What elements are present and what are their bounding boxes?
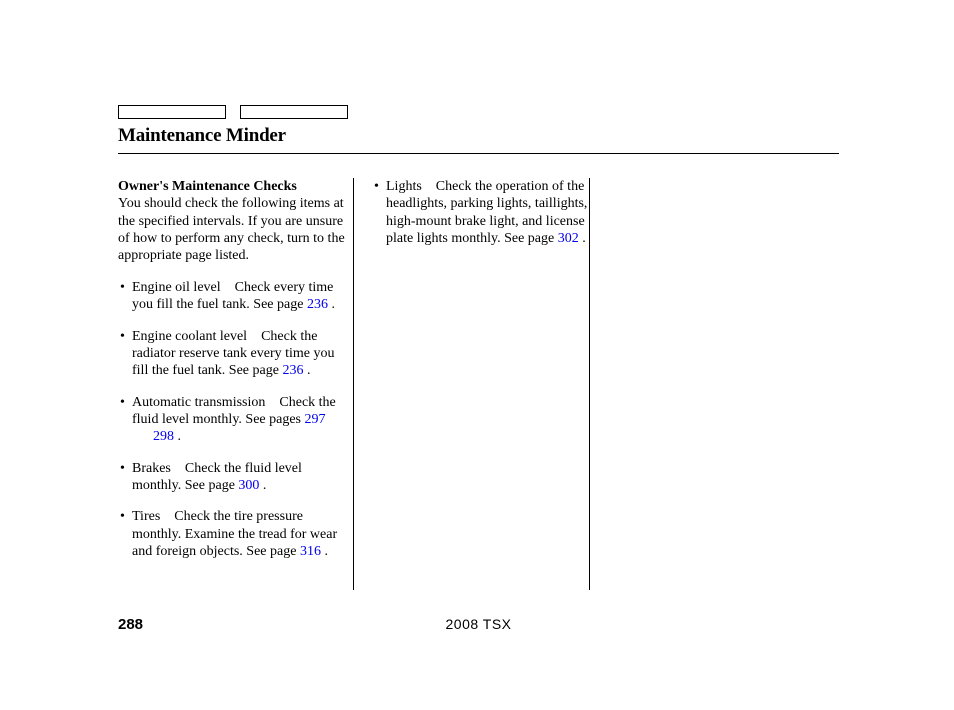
page-reference-link[interactable]: 236 <box>282 363 303 378</box>
link-joiner <box>132 429 153 444</box>
page-reference-link[interactable]: 302 <box>558 231 579 246</box>
column-1: Owner's Maintenance Checks You should ch… <box>118 178 354 590</box>
page-footer: 288 2008 TSX <box>118 616 839 633</box>
check-item: Brakes — Check the fluid level monthly. … <box>118 460 345 495</box>
check-item-desc-post: . <box>328 297 335 312</box>
check-item: Automatic transmission — Check the fluid… <box>118 394 345 446</box>
page-reference-link[interactable]: 236 <box>307 297 328 312</box>
check-item-label: Engine oil level <box>132 280 221 295</box>
intro-paragraph: Owner's Maintenance Checks You should ch… <box>118 178 345 265</box>
intro-body: You should check the following items at … <box>118 196 345 263</box>
checks-list-col1: Engine oil level — Check every time you … <box>118 279 345 561</box>
check-item-label: Tires <box>132 509 160 524</box>
intro-heading: Owner's Maintenance Checks <box>118 179 297 194</box>
check-item: Tires — Check the tire pressure monthly.… <box>118 508 345 560</box>
content-columns: Owner's Maintenance Checks You should ch… <box>118 178 839 590</box>
page-number: 288 <box>118 616 143 633</box>
check-item: Lights — Check the operation of the head… <box>372 178 589 247</box>
model-year: 2008 TSX <box>445 616 511 632</box>
header-box-1 <box>118 105 226 119</box>
section-title: Maintenance Minder <box>118 125 839 147</box>
check-item: Engine oil level — Check every time you … <box>118 279 345 314</box>
column-2: Lights — Check the operation of the head… <box>354 178 590 590</box>
check-item-desc-post: . <box>303 363 310 378</box>
page-reference-link[interactable]: 298 <box>153 429 174 444</box>
check-item-label: Lights <box>386 179 422 194</box>
page-reference-link[interactable]: 316 <box>300 544 321 559</box>
check-item-desc-post: . <box>259 478 266 493</box>
page-reference-link[interactable]: 297 <box>305 412 326 427</box>
check-item-desc-post: . <box>579 231 586 246</box>
page-reference-link[interactable]: 300 <box>238 478 259 493</box>
check-item-label: Automatic transmission <box>132 395 265 410</box>
checks-list-col2: Lights — Check the operation of the head… <box>372 178 589 247</box>
title-rule <box>118 153 839 154</box>
header-box-2 <box>240 105 348 119</box>
check-item-desc-post: . <box>174 429 181 444</box>
manual-page: Maintenance Minder Owner's Maintenance C… <box>0 0 954 710</box>
header-placeholder-boxes <box>118 105 839 119</box>
check-item-label: Engine coolant level <box>132 329 247 344</box>
check-item: Engine coolant level — Check the radiato… <box>118 328 345 380</box>
check-item-desc-post: . <box>321 544 328 559</box>
check-item-label: Brakes <box>132 461 171 476</box>
